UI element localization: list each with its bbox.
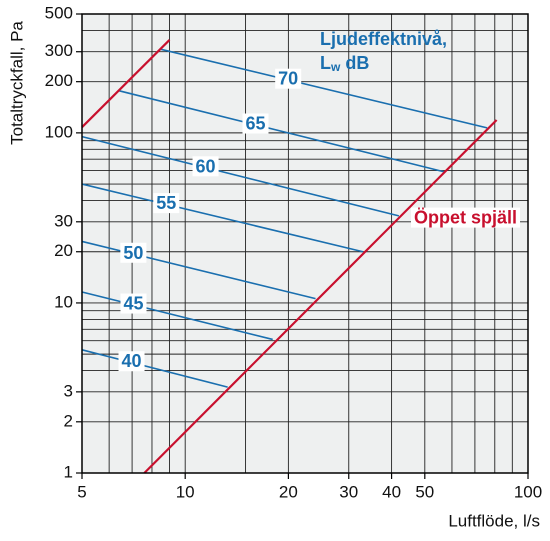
data-line	[143, 119, 498, 474]
y-tick-label: 2	[64, 411, 73, 430]
line-label: Öppet spjäll	[414, 208, 517, 228]
legend-unit-sub: w	[330, 60, 341, 74]
legend-unit-suffix: dB	[345, 53, 369, 73]
plot-border	[81, 13, 529, 474]
y-tick-label: 200	[45, 71, 73, 90]
line-label-bg	[118, 351, 145, 372]
x-tick-label: 50	[415, 482, 434, 501]
plot-area	[82, 14, 528, 473]
line-label: 65	[245, 114, 265, 134]
y-tick-label: 1	[64, 462, 73, 481]
x-axis-label: Luftflöde, l/s	[448, 511, 540, 530]
x-tick-label: 30	[339, 482, 358, 501]
line-label-bg	[410, 207, 521, 228]
line-label: 70	[278, 69, 298, 89]
x-tick-label: 10	[176, 482, 195, 501]
line-label-bg	[153, 193, 180, 214]
y-tick-label: 100	[45, 122, 73, 141]
line-label-bg	[120, 293, 147, 314]
data-line	[81, 349, 228, 388]
y-tick-label: 20	[54, 241, 73, 260]
y-tick-label: 300	[45, 41, 73, 60]
y-tick-label: 3	[64, 381, 73, 400]
data-line	[81, 39, 171, 128]
line-label: 40	[122, 351, 142, 371]
legend-unit-main: L	[320, 53, 331, 73]
x-tick-label: 5	[77, 482, 86, 501]
x-tick-label: 20	[279, 482, 298, 501]
line-label: 55	[156, 193, 176, 213]
legend-title: Ljudeffektnivå,	[320, 29, 447, 49]
data-line	[160, 48, 488, 129]
data-line	[81, 291, 273, 341]
y-axis-label: Totaltryckfall, Pa	[7, 21, 26, 145]
y-tick-label: 30	[54, 211, 73, 230]
x-tick-label: 100	[514, 482, 542, 501]
line-label-bg	[242, 113, 269, 134]
line-label-bg	[120, 242, 147, 263]
line-label: 50	[123, 243, 143, 263]
y-tick-label: 500	[45, 3, 73, 22]
data-line	[81, 183, 364, 253]
line-label-bg	[275, 68, 302, 89]
data-line	[118, 89, 445, 173]
line-label: 45	[123, 294, 143, 314]
y-tick-label: 10	[54, 292, 73, 311]
legend-unit: Lw dB	[320, 53, 369, 74]
line-label-bg	[192, 156, 219, 177]
x-tick-label: 40	[382, 482, 401, 501]
data-line	[81, 135, 400, 217]
line-label: 60	[196, 156, 216, 176]
lines	[81, 39, 498, 474]
